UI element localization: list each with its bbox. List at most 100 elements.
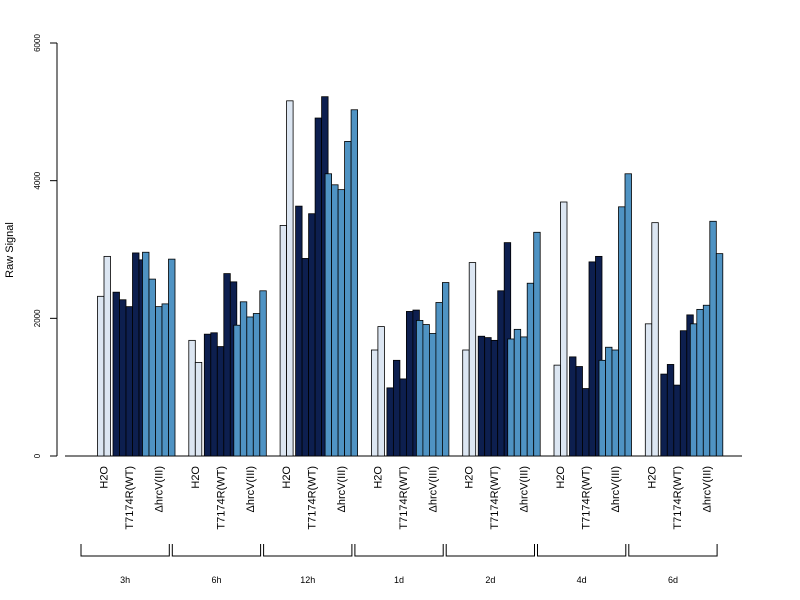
x-tick-label: ΔhrcV(III) [519,466,531,512]
bar [507,338,515,457]
bar [673,384,681,457]
y-axis-label: Raw Signal [4,222,16,278]
bar [715,253,724,457]
y-tick-label: 0 [33,453,42,458]
time-point-label: 4d [577,575,587,585]
bar [239,301,248,457]
bar [696,308,704,457]
bar [533,231,541,457]
x-tick-label: T7174R(WT) [398,466,410,530]
bar [377,326,385,457]
bar [618,206,626,457]
bar [513,328,522,457]
bar [611,349,619,457]
bar [132,252,140,457]
bar [415,319,424,457]
bar [148,278,156,457]
bar [569,356,577,457]
time-bracket [354,544,444,557]
bar [702,304,711,457]
bar [462,349,470,457]
x-tick-label: T7174R(WT) [215,466,227,530]
bar [477,335,486,457]
bar [97,295,105,457]
bar [286,100,294,457]
x-tick-label: H2O [372,466,384,489]
bar [314,117,323,457]
bar [216,346,225,457]
bar [350,109,359,457]
bar [168,258,176,457]
bar [660,373,668,457]
bar [223,273,231,457]
bar [666,364,675,457]
bar [624,173,632,457]
x-tick-label: H2O [281,466,293,489]
bar [526,282,535,457]
bar [119,299,127,457]
bar [392,359,401,457]
time-bracket [171,544,262,557]
bar [689,323,698,457]
bar [560,201,568,457]
bar [468,262,477,457]
x-tick-label: H2O [464,466,476,489]
x-tick-label: ΔhrcV(III) [610,466,622,512]
bar [246,316,254,457]
x-tick-label: T7174R(WT) [581,466,593,530]
bar [331,184,339,457]
bar [324,173,333,457]
x-tick-label: H2O [99,466,111,489]
x-tick-label: T7174R(WT) [307,466,319,530]
time-bracket [537,544,627,557]
time-bracket [80,544,170,557]
bar [188,339,196,457]
bar [233,324,241,457]
x-tick-label: ΔhrcV(III) [701,466,713,512]
bar [279,225,288,457]
bar [125,306,133,457]
time-bracket [628,544,718,557]
bar [441,282,450,457]
bars-layer [97,96,724,457]
bar [484,337,492,457]
bar [399,378,407,457]
x-tick-label: T7174R(WT) [124,466,136,530]
bar [605,346,613,457]
bar [301,258,310,457]
bar [598,359,606,457]
bar [337,189,346,457]
bar [709,220,717,457]
time-point-label: 3h [120,575,130,585]
bar [575,366,583,457]
bar [142,251,150,457]
bar [582,388,590,457]
x-tick-label: ΔhrcV(III) [154,466,166,512]
bar [295,205,303,457]
bar [651,222,659,457]
bar [203,333,212,457]
y-tick-label: 6000 [33,34,42,52]
bar [588,261,596,457]
bar [155,306,163,457]
time-point-label: 6h [211,575,221,585]
bar [644,323,653,457]
bar [405,311,414,457]
x-tick-label: ΔhrcV(III) [336,466,348,512]
bar [112,291,120,457]
x-tick-label: ΔhrcV(III) [245,466,257,512]
bar [103,255,111,457]
bar [497,290,505,457]
time-brackets: 3h 6h 12h 1d 2d 4d 6d [80,544,718,585]
bar [435,302,443,457]
bar [490,339,499,457]
y-tick-label: 4000 [33,171,42,189]
bar [553,364,561,457]
x-tick-labels: H2O T7174R(WT) ΔhrcV(III) H2O T7174R(WT) Δhrc… [99,466,714,530]
time-bracket [263,544,353,557]
bar [161,303,169,457]
time-bracket [445,544,535,557]
time-point-label: 6d [668,575,678,585]
bar [344,141,352,457]
